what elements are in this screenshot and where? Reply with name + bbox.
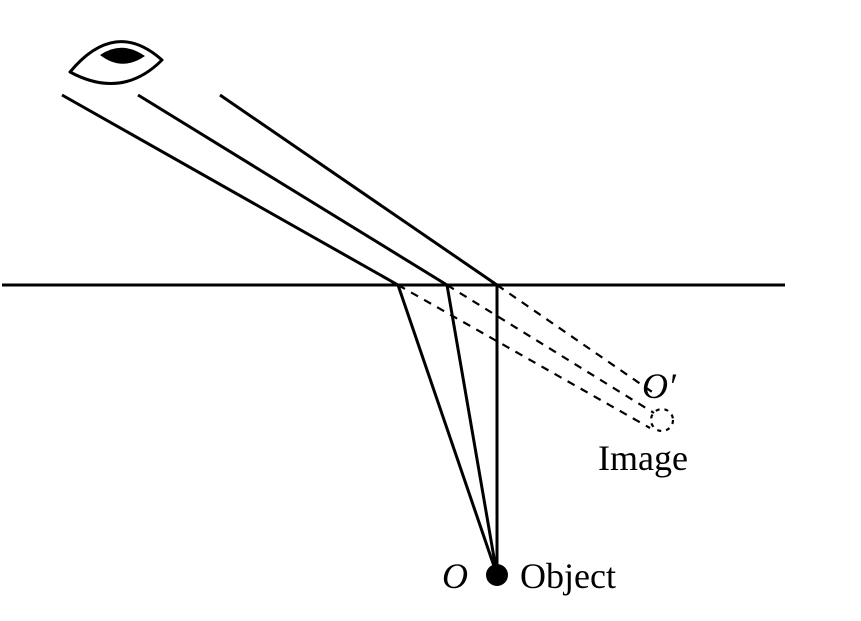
object-label-text: Object [520, 556, 616, 596]
object-label-O: O [442, 556, 468, 596]
virtual-rays [398, 285, 658, 428]
rays-above-surface [62, 95, 497, 285]
refraction-diagram: O Object O′ Image [0, 0, 861, 621]
eye-icon [70, 42, 162, 84]
object-point [486, 564, 508, 586]
image-label-Oprime: O′ [642, 366, 677, 406]
rays-below-surface [398, 285, 497, 575]
image-label-text: Image [598, 438, 688, 478]
